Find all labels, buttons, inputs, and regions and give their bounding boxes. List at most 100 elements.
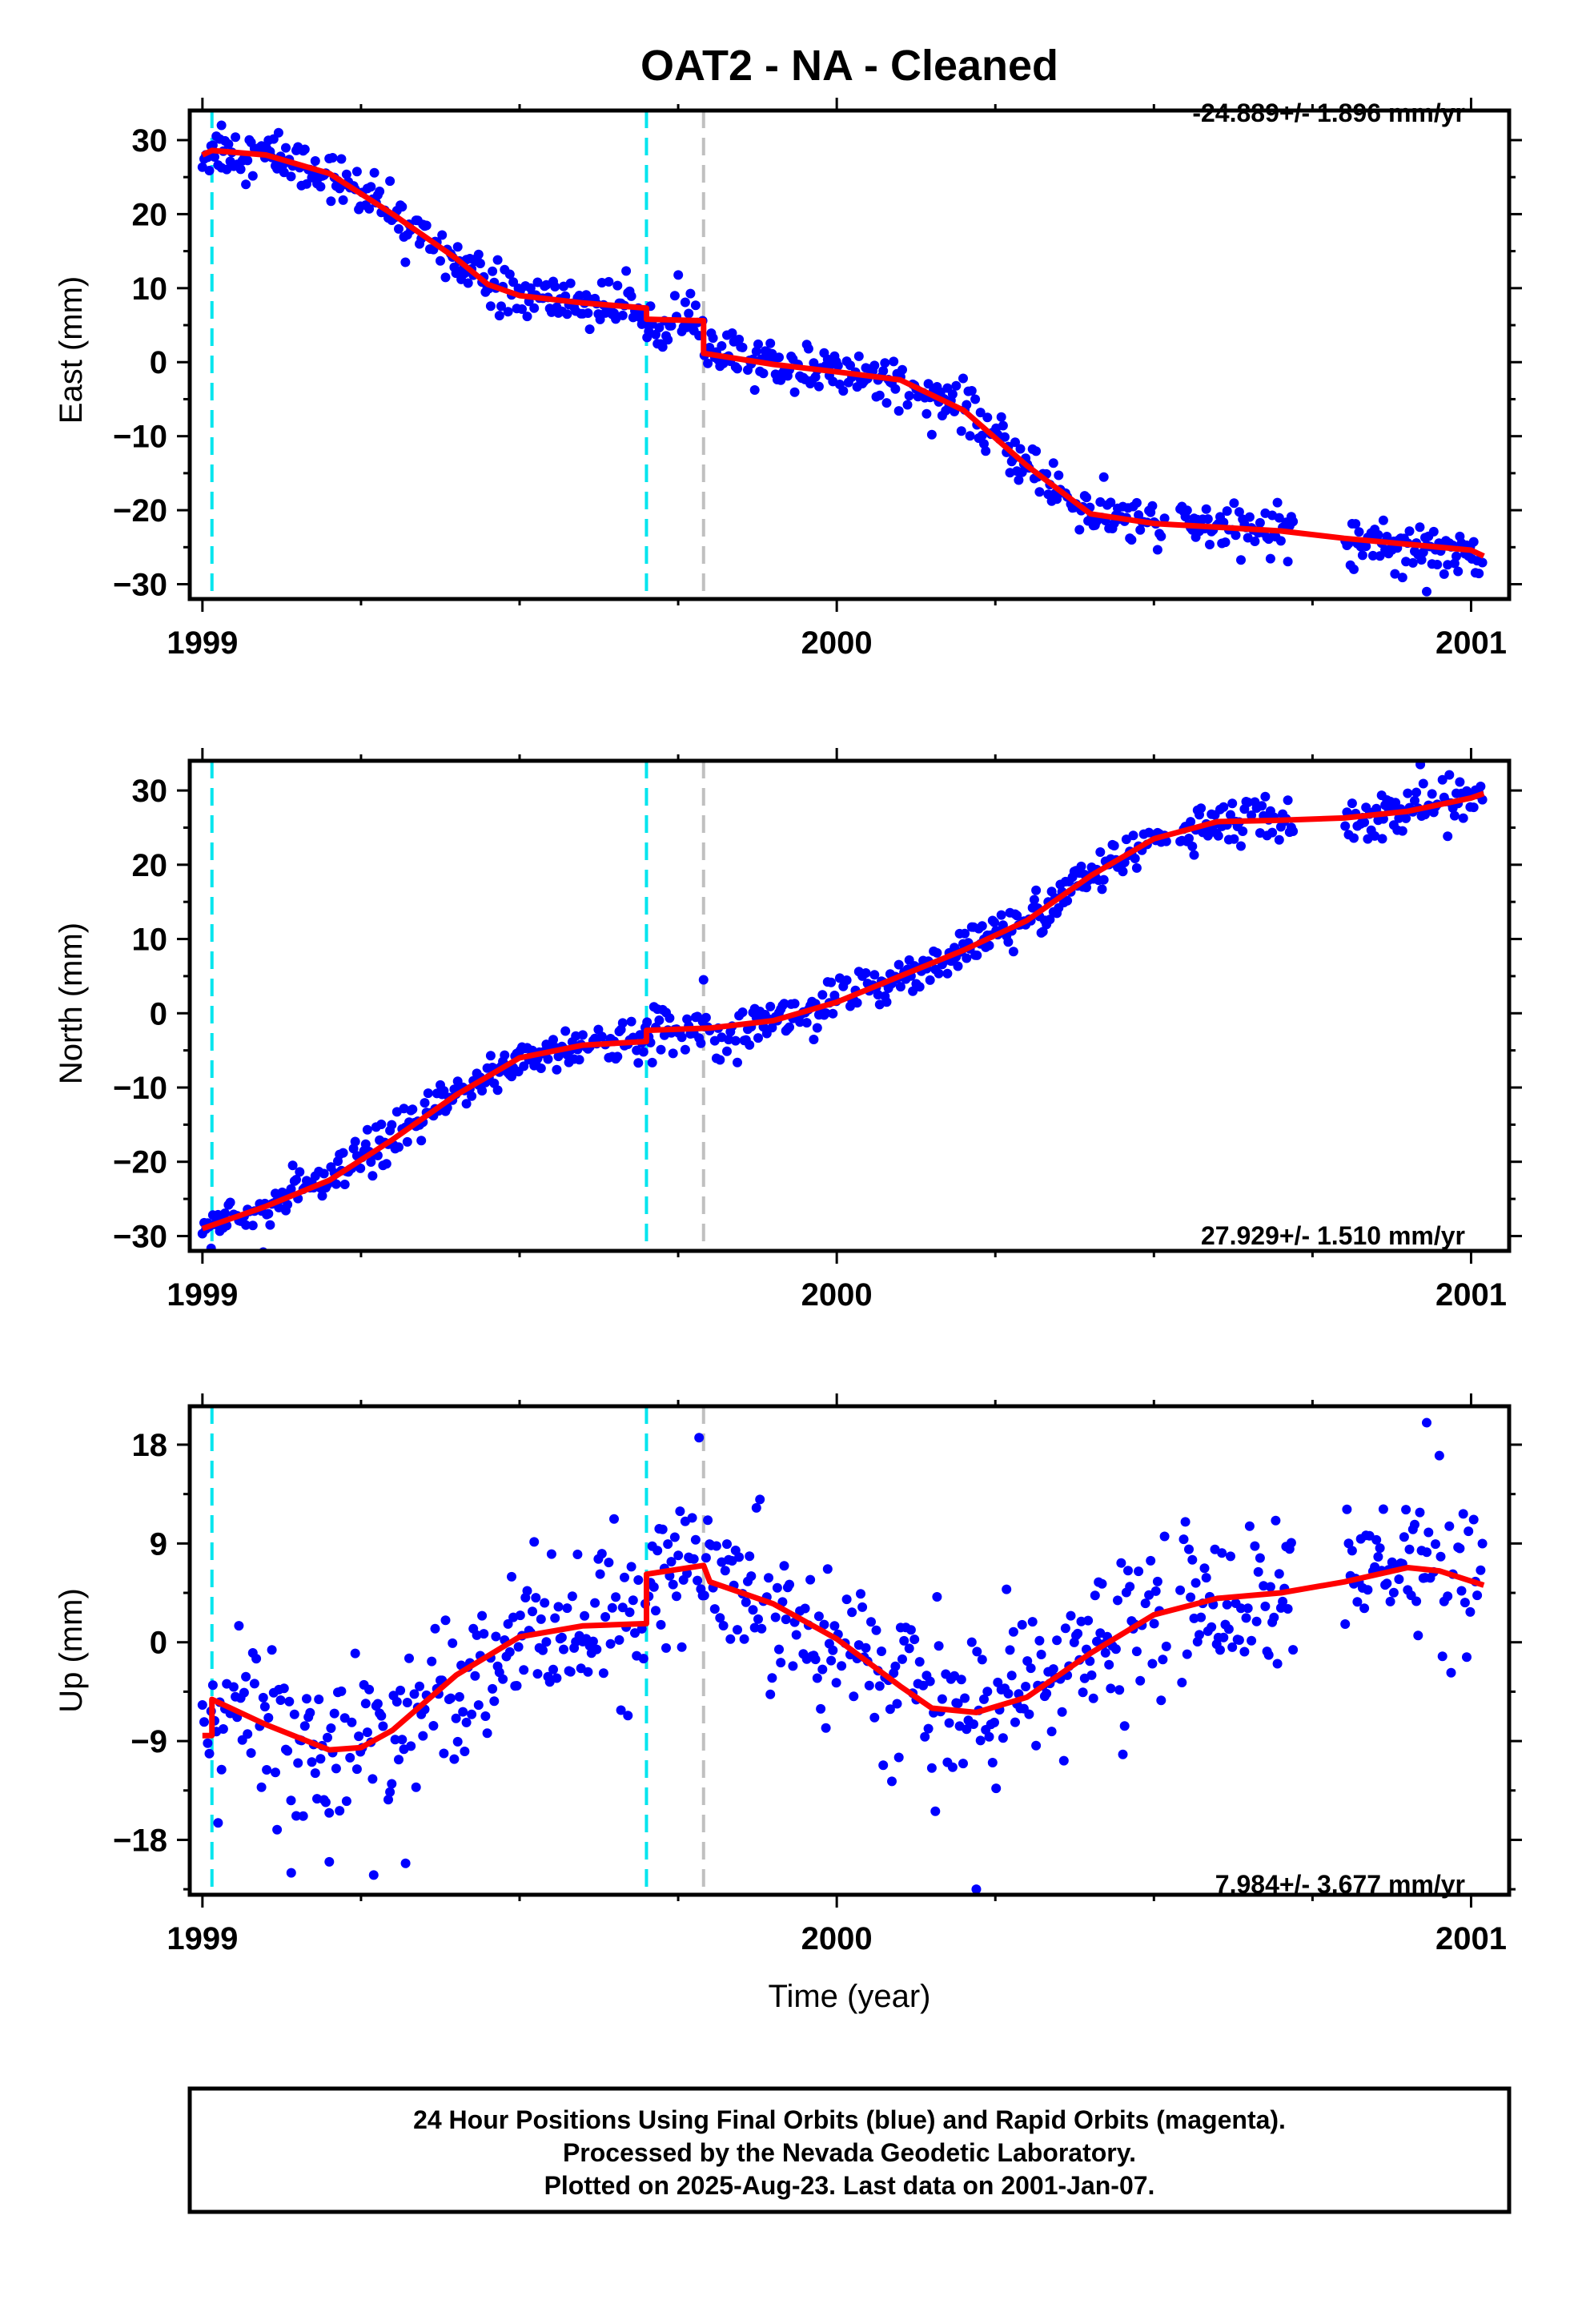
data-point xyxy=(1460,1598,1470,1608)
data-point xyxy=(856,1589,865,1599)
data-point xyxy=(826,977,837,987)
data-point xyxy=(1150,1586,1161,1596)
data-point xyxy=(1423,1527,1434,1538)
data-point xyxy=(971,1884,982,1895)
data-point xyxy=(271,1767,280,1778)
data-point xyxy=(1250,1541,1260,1551)
data-point xyxy=(543,1054,553,1064)
data-point xyxy=(439,1748,449,1759)
data-point xyxy=(1397,826,1407,836)
data-point xyxy=(452,242,463,252)
data-point xyxy=(1260,791,1271,802)
data-point xyxy=(895,982,905,992)
data-point xyxy=(1031,446,1042,456)
data-point xyxy=(1453,566,1464,577)
data-point xyxy=(635,1030,645,1040)
data-point xyxy=(592,1644,602,1655)
data-point xyxy=(1110,1644,1121,1655)
data-point xyxy=(1076,861,1086,871)
data-point xyxy=(715,1613,725,1623)
data-point xyxy=(1449,810,1460,821)
data-point xyxy=(295,1167,305,1177)
data-point xyxy=(1253,1566,1263,1577)
data-point xyxy=(866,1617,876,1627)
data-point xyxy=(1149,1618,1159,1629)
data-point xyxy=(779,999,789,1009)
data-point xyxy=(1003,1688,1014,1699)
data-point xyxy=(299,1721,310,1731)
data-point xyxy=(436,255,445,266)
model-fit-line xyxy=(201,790,1485,1232)
data-point xyxy=(893,959,904,970)
data-point xyxy=(548,1035,558,1045)
data-point xyxy=(720,1566,730,1576)
data-point xyxy=(347,1717,357,1727)
data-point xyxy=(701,1553,711,1563)
data-point xyxy=(310,1768,320,1779)
data-point xyxy=(477,1086,488,1096)
data-point xyxy=(1182,505,1192,516)
data-point xyxy=(467,1091,477,1101)
data-point xyxy=(1014,475,1024,485)
data-point xyxy=(283,1746,293,1756)
data-point xyxy=(513,1642,524,1652)
data-point xyxy=(800,1603,810,1614)
data-point xyxy=(680,1044,690,1055)
data-point xyxy=(1159,513,1170,524)
data-point xyxy=(500,1050,510,1060)
data-point xyxy=(1257,801,1267,811)
data-point xyxy=(617,1602,628,1613)
data-point xyxy=(733,1057,742,1068)
data-point xyxy=(737,1007,748,1017)
data-point xyxy=(1036,1650,1046,1659)
data-point xyxy=(871,1625,881,1635)
data-point xyxy=(656,1619,666,1630)
data-point xyxy=(367,1774,378,1784)
data-point xyxy=(423,1088,433,1099)
data-point xyxy=(247,1220,258,1231)
y-tick-label: −10 xyxy=(113,1071,167,1106)
data-point xyxy=(461,1717,472,1727)
position-points xyxy=(197,1417,1488,1895)
data-point xyxy=(207,1680,218,1691)
data-point xyxy=(241,179,251,190)
data-point xyxy=(331,1763,341,1774)
data-point xyxy=(482,1728,492,1739)
data-point xyxy=(1186,817,1196,827)
data-point xyxy=(1446,1667,1456,1678)
data-point xyxy=(1410,1519,1419,1530)
data-point xyxy=(258,1692,268,1703)
data-point xyxy=(1342,1504,1352,1514)
data-point xyxy=(617,1018,628,1028)
data-point xyxy=(1097,1578,1107,1589)
data-point xyxy=(595,314,605,324)
data-point xyxy=(977,921,987,931)
data-point xyxy=(1003,937,1014,947)
model-fit-line xyxy=(202,1562,1485,1753)
data-point xyxy=(966,386,977,396)
data-point xyxy=(984,940,994,951)
data-point xyxy=(1147,1659,1158,1669)
data-point xyxy=(921,408,932,419)
data-point xyxy=(1455,1543,1465,1554)
data-point xyxy=(1444,770,1455,780)
east-axis-label: East (mm) xyxy=(54,276,89,424)
data-point xyxy=(1283,1604,1293,1614)
data-point xyxy=(1434,1450,1444,1461)
data-point xyxy=(354,1731,364,1742)
data-point xyxy=(777,1597,788,1607)
data-point xyxy=(648,1582,659,1592)
data-point xyxy=(1411,787,1422,798)
data-point xyxy=(355,1163,366,1173)
data-point xyxy=(239,1687,249,1698)
data-point xyxy=(993,1677,1003,1687)
data-point xyxy=(765,338,776,348)
data-point xyxy=(1422,1547,1432,1558)
data-point xyxy=(503,1618,513,1629)
data-point xyxy=(1152,545,1162,555)
data-point xyxy=(1184,834,1194,843)
data-point xyxy=(1375,1543,1385,1554)
data-point xyxy=(448,1638,458,1648)
data-point xyxy=(1131,862,1142,873)
data-point xyxy=(391,1697,402,1707)
